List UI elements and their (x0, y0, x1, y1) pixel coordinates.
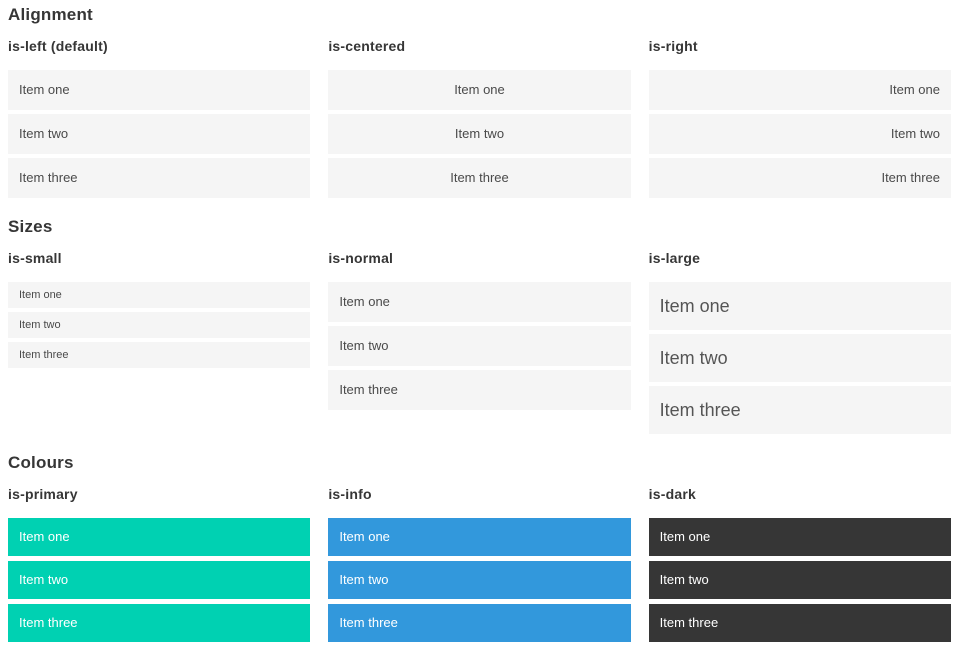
section-title: Colours (8, 453, 74, 472)
column-heading: is-right (648, 38, 698, 54)
section-alignment: Alignment is-left (default) Item one Ite… (8, 4, 951, 198)
list-item: Item three (328, 158, 631, 198)
section-sizes: Sizes is-small Item one Item two Item th… (8, 216, 951, 434)
list-item: Item one (648, 70, 951, 110)
list-item: Item two (648, 561, 951, 599)
column-is-large: is-large Item one Item two Item three (648, 250, 951, 434)
section-title: Sizes (8, 217, 53, 236)
list-item: Item one (648, 518, 951, 556)
column-heading: is-primary (8, 486, 78, 502)
list-item: Item three (648, 604, 951, 642)
column-heading: is-large (648, 250, 701, 266)
block-list-is-primary: Item one Item two Item three (8, 518, 311, 642)
list-item: Item one (328, 518, 631, 556)
list-item: Item one (8, 518, 311, 556)
list-item: Item three (328, 370, 631, 410)
list-item: Item one (328, 282, 631, 322)
column-is-right: is-right Item one Item two Item three (648, 38, 951, 198)
column-heading: is-normal (328, 250, 394, 266)
alignment-columns: is-left (default) Item one Item two Item… (8, 38, 951, 198)
colours-columns: is-primary Item one Item two Item three … (8, 486, 951, 642)
column-is-info: is-info Item one Item two Item three (328, 486, 631, 642)
block-list-is-centered: Item one Item two Item three (328, 70, 631, 198)
list-item: Item one (648, 282, 951, 330)
column-is-dark: is-dark Item one Item two Item three (648, 486, 951, 642)
column-heading: is-centered (328, 38, 406, 54)
column-is-primary: is-primary Item one Item two Item three (8, 486, 311, 642)
section-colours: Colours is-primary Item one Item two Ite… (8, 452, 951, 642)
list-item: Item two (328, 114, 631, 154)
block-list-is-left: Item one Item two Item three (8, 70, 311, 198)
list-item: Item three (328, 604, 631, 642)
list-item: Item one (8, 70, 311, 110)
list-item: Item two (8, 114, 311, 154)
block-list-is-large: Item one Item two Item three (648, 282, 951, 434)
list-item: Item two (8, 561, 311, 599)
list-item: Item three (648, 386, 951, 434)
column-is-left: is-left (default) Item one Item two Item… (8, 38, 311, 198)
list-item: Item two (648, 334, 951, 382)
list-item: Item two (8, 312, 311, 338)
column-heading: is-dark (648, 486, 696, 502)
section-title: Alignment (8, 5, 93, 24)
list-item: Item one (328, 70, 631, 110)
column-heading: is-info (328, 486, 372, 502)
block-list-is-info: Item one Item two Item three (328, 518, 631, 642)
list-item: Item three (648, 158, 951, 198)
list-item: Item two (648, 114, 951, 154)
list-item: Item two (328, 561, 631, 599)
list-item: Item three (8, 342, 311, 368)
column-is-normal: is-normal Item one Item two Item three (328, 250, 631, 434)
column-is-centered: is-centered Item one Item two Item three (328, 38, 631, 198)
block-list-is-right: Item one Item two Item three (648, 70, 951, 198)
sizes-columns: is-small Item one Item two Item three is… (8, 250, 951, 434)
column-heading: is-small (8, 250, 62, 266)
column-heading: is-left (default) (8, 38, 108, 54)
block-list-is-normal: Item one Item two Item three (328, 282, 631, 410)
column-is-small: is-small Item one Item two Item three (8, 250, 311, 434)
list-item: Item three (8, 158, 311, 198)
list-item: Item one (8, 282, 311, 308)
block-list-is-dark: Item one Item two Item three (648, 518, 951, 642)
block-list-is-small: Item one Item two Item three (8, 282, 311, 368)
list-item: Item two (328, 326, 631, 366)
list-item: Item three (8, 604, 311, 642)
